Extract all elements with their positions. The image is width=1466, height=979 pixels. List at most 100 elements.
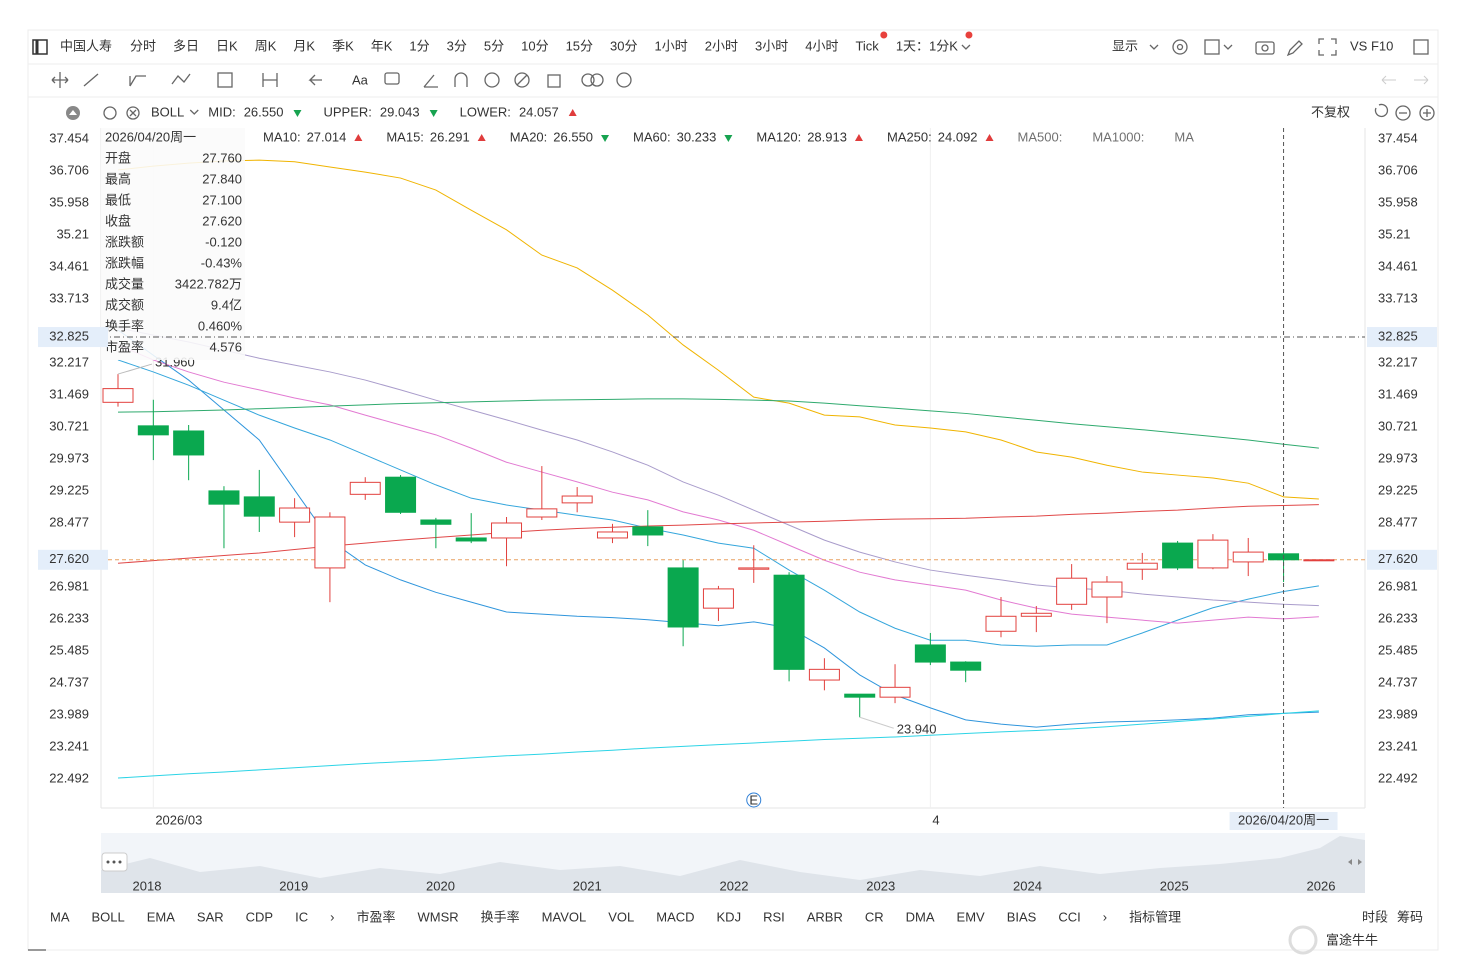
- adjust-mode[interactable]: 不复权: [1311, 104, 1350, 119]
- info-label: 成交量: [105, 276, 144, 291]
- indicator-tab[interactable]: EMV: [957, 909, 986, 924]
- indicator-tab[interactable]: BOLL: [92, 909, 125, 924]
- redo[interactable]: [1414, 75, 1429, 85]
- link-tool[interactable]: [581, 73, 595, 87]
- candle-body: [1091, 581, 1123, 598]
- period-tab[interactable]: 年K: [371, 38, 393, 53]
- period-tab[interactable]: 10分: [521, 38, 548, 53]
- line-tool[interactable]: [83, 73, 99, 87]
- hide-tool[interactable]: [514, 72, 530, 88]
- period-tab[interactable]: 15分: [566, 38, 593, 53]
- arc-tool[interactable]: [454, 72, 468, 87]
- indicator-settings[interactable]: [103, 106, 117, 120]
- period-tab[interactable]: 4小时: [805, 38, 838, 53]
- badge: [880, 31, 888, 39]
- period-tab[interactable]: 月K: [293, 38, 315, 53]
- indicator-tab[interactable]: ›: [330, 909, 334, 924]
- candle-body: [632, 526, 664, 536]
- fib-tool[interactable]: [217, 72, 233, 88]
- wave-tool[interactable]: [171, 73, 191, 85]
- period-tab[interactable]: 日K: [216, 38, 238, 53]
- period-tab[interactable]: 季K: [332, 38, 354, 53]
- boll-value: 26.550: [244, 104, 284, 119]
- boll-name: LOWER:: [460, 104, 511, 119]
- tool-settings[interactable]: [616, 72, 632, 88]
- period-tab[interactable]: 时段: [1362, 909, 1388, 924]
- indicator-tab[interactable]: CR: [865, 909, 884, 924]
- navigator-arrows[interactable]: [1348, 859, 1362, 865]
- period-tab[interactable]: 3分: [447, 38, 467, 53]
- indicator-tab[interactable]: KDJ: [717, 909, 742, 924]
- indicator-tab[interactable]: WMSR: [417, 909, 458, 924]
- indicator-tab[interactable]: MAVOL: [542, 909, 587, 924]
- indicator-tab[interactable]: MA: [50, 909, 70, 924]
- note-tool[interactable]: [384, 72, 400, 85]
- last-price-label: 27.620: [49, 551, 89, 566]
- y-tick-label-right: 24.737: [1378, 675, 1418, 690]
- indicator-tab[interactable]: SAR: [197, 909, 224, 924]
- indicator-tab[interactable]: IC: [295, 909, 308, 924]
- chips-tab[interactable]: 筹码: [1397, 909, 1423, 924]
- panel-toggle[interactable]: [1413, 39, 1429, 55]
- indicator-tab[interactable]: RSI: [763, 909, 785, 924]
- move-tool[interactable]: [51, 72, 69, 88]
- stock-name[interactable]: 中国人寿: [60, 38, 112, 53]
- zoom-in[interactable]: [1419, 105, 1435, 121]
- period-tab[interactable]: 5分: [484, 38, 504, 53]
- indicator-tab[interactable]: ›: [1103, 909, 1107, 924]
- indicator-tab[interactable]: CCI: [1058, 909, 1080, 924]
- undo-arrow-tool[interactable]: [308, 74, 322, 86]
- screenshot-icon[interactable]: [1255, 41, 1275, 55]
- chevron: [1223, 44, 1233, 50]
- indicator-tab[interactable]: DMA: [906, 909, 935, 924]
- y-tick-label-right: 35.958: [1378, 194, 1418, 209]
- sidebar-toggle[interactable]: [32, 39, 48, 55]
- info-box: [101, 128, 245, 360]
- period-tab[interactable]: Tick: [855, 38, 879, 53]
- period-tab[interactable]: 多日: [173, 38, 199, 53]
- y-tick-label: 25.485: [49, 643, 89, 658]
- indicator-tab[interactable]: 指标管理: [1129, 909, 1181, 924]
- period-tab[interactable]: 30分: [610, 38, 637, 53]
- reset-icon[interactable]: [1374, 103, 1389, 118]
- indicator-close[interactable]: [126, 106, 140, 120]
- delete-tool[interactable]: [547, 74, 561, 88]
- zoom-out[interactable]: [1395, 105, 1411, 121]
- lock-tool[interactable]: [484, 72, 500, 88]
- draw-icon[interactable]: [1286, 40, 1303, 57]
- indicator-tab[interactable]: BIAS: [1007, 909, 1037, 924]
- period-tab[interactable]: 3小时: [755, 38, 788, 53]
- period-tab[interactable]: 1分: [409, 38, 429, 53]
- period-tab[interactable]: 1小时: [655, 38, 688, 53]
- event-marker[interactable]: [746, 792, 762, 808]
- channel-tool[interactable]: [129, 75, 146, 87]
- text-tool[interactable]: Aa: [352, 72, 369, 87]
- ray-tool[interactable]: [423, 74, 438, 88]
- ratio-menu[interactable]: 1天：1分K: [896, 38, 958, 53]
- y-tick-label: 24.737: [49, 675, 89, 690]
- period-tab[interactable]: 周K: [255, 38, 277, 53]
- vs-f10[interactable]: VS F10: [1350, 38, 1393, 53]
- indicator-tab[interactable]: EMA: [147, 909, 176, 924]
- indicator-tab[interactable]: MACD: [656, 909, 694, 924]
- layout-icon[interactable]: [1204, 39, 1220, 55]
- period-tab[interactable]: 分时: [130, 38, 156, 53]
- indicator-tab[interactable]: 换手率: [481, 909, 520, 924]
- trend-arrow: [568, 109, 577, 116]
- undo[interactable]: [1381, 75, 1396, 85]
- indicator-tab[interactable]: VOL: [608, 909, 634, 924]
- fullscreen-icon[interactable]: [1318, 38, 1337, 56]
- indicator-tab[interactable]: CDP: [246, 909, 273, 924]
- period-tab[interactable]: 2小时: [705, 38, 738, 53]
- settings-icon[interactable]: [1172, 39, 1188, 55]
- display-menu[interactable]: 显示: [1112, 38, 1138, 53]
- trend-arrow: [293, 110, 302, 117]
- indicator-tab[interactable]: 市盈率: [356, 909, 395, 924]
- crosshair-y-box: [1367, 327, 1437, 348]
- indicator-tab[interactable]: ARBR: [807, 909, 843, 924]
- navigator-years: 2018 2019 2020 2021 2022 2023 2024 2025 2026: [133, 878, 1336, 893]
- y-tick-label: 29.225: [49, 483, 89, 498]
- ma-value: 26.550: [553, 129, 593, 144]
- chevron[interactable]: [189, 109, 199, 115]
- measure-tool[interactable]: [262, 73, 278, 87]
